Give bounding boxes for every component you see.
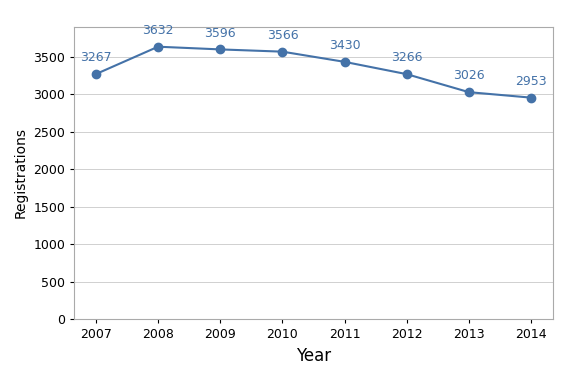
Text: 2953: 2953 bbox=[515, 75, 547, 88]
Text: 3596: 3596 bbox=[205, 27, 236, 40]
Text: 3632: 3632 bbox=[142, 24, 174, 37]
Text: 3430: 3430 bbox=[329, 39, 360, 52]
X-axis label: Year: Year bbox=[296, 347, 331, 365]
Y-axis label: Registrations: Registrations bbox=[14, 127, 27, 218]
Text: 3267: 3267 bbox=[80, 51, 112, 64]
Text: 3026: 3026 bbox=[453, 70, 484, 82]
Text: 3266: 3266 bbox=[391, 51, 422, 65]
Text: 3566: 3566 bbox=[267, 29, 298, 42]
